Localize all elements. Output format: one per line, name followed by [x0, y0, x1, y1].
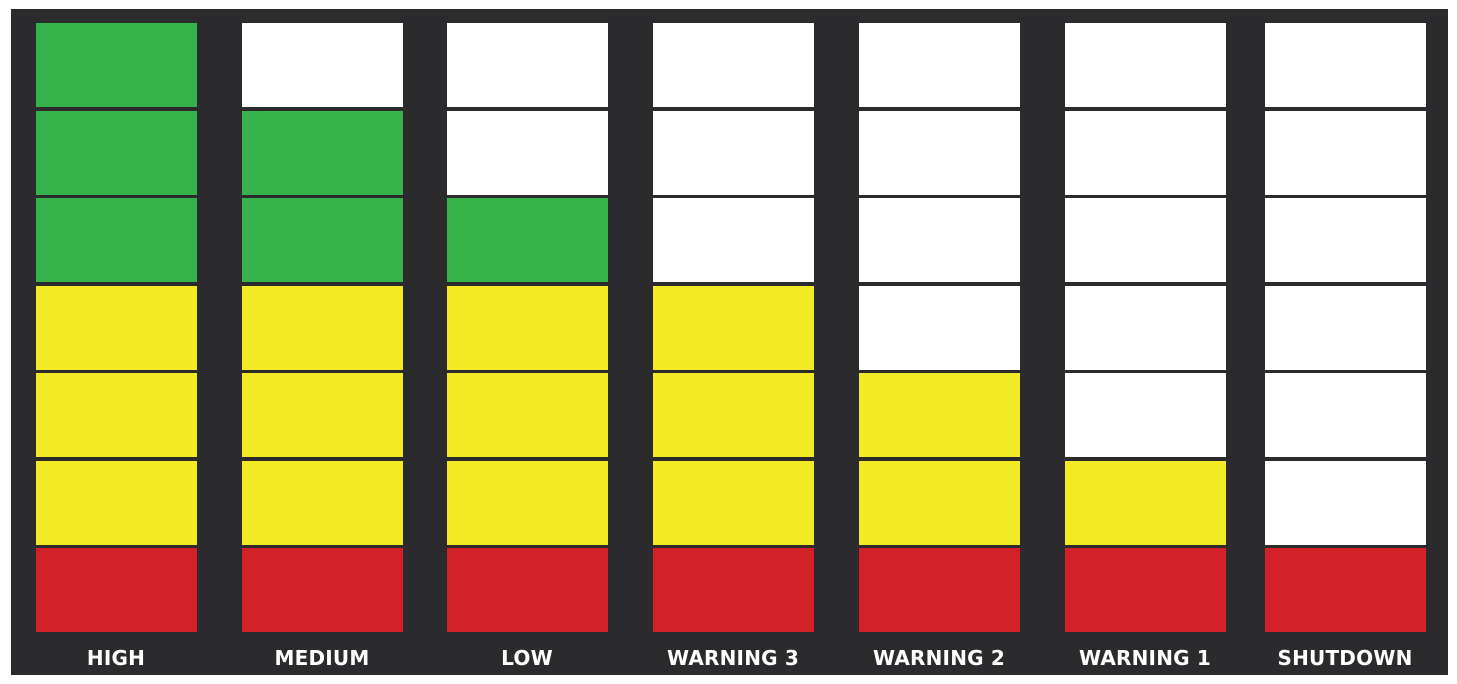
level-indicator-panel: HIGH MEDIUM LOW WARNING 3 WARNING 2 WARNING 1… — [11, 9, 1448, 675]
level-cell-yellow — [242, 460, 403, 545]
level-cell-empty — [1065, 198, 1226, 282]
level-cell-empty — [1065, 373, 1226, 457]
level-cell-green — [36, 23, 197, 107]
level-cell-red — [36, 548, 197, 632]
level-cell-empty — [653, 23, 814, 107]
level-cell-empty — [653, 198, 814, 282]
level-label: WARNING 3 — [666, 646, 800, 670]
level-cell-empty — [447, 110, 608, 195]
level-cell-empty — [1065, 110, 1226, 195]
level-cell-green — [242, 198, 403, 282]
level-cell-empty — [859, 23, 1020, 107]
level-cell-yellow — [859, 460, 1020, 545]
level-cell-red — [447, 548, 608, 632]
level-label: LOW — [501, 646, 553, 670]
level-cell-yellow — [36, 460, 197, 545]
level-cell-empty — [242, 23, 403, 107]
level-cell-empty — [859, 285, 1020, 370]
level-cell-empty — [447, 23, 608, 107]
level-cell-yellow — [36, 373, 197, 457]
level-cell-red — [859, 548, 1020, 632]
level-cell-empty — [859, 198, 1020, 282]
level-cell-yellow — [242, 373, 403, 457]
level-cell-yellow — [242, 285, 403, 370]
level-cell-yellow — [653, 373, 814, 457]
level-label: WARNING 1 — [1078, 646, 1212, 670]
level-cell-red — [242, 548, 403, 632]
level-cell-empty — [1265, 23, 1426, 107]
level-cell-empty — [859, 110, 1020, 195]
level-cell-green — [36, 198, 197, 282]
level-cell-empty — [1265, 460, 1426, 545]
level-cell-empty — [1265, 285, 1426, 370]
level-cell-yellow — [447, 373, 608, 457]
level-cell-empty — [1265, 373, 1426, 457]
level-cell-red — [1065, 548, 1226, 632]
level-cell-yellow — [653, 285, 814, 370]
level-cell-empty — [653, 110, 814, 195]
level-label: HIGH — [86, 646, 146, 670]
level-cell-yellow — [859, 373, 1020, 457]
level-cell-yellow — [447, 285, 608, 370]
level-cell-empty — [1065, 23, 1226, 107]
level-cell-empty — [1265, 198, 1426, 282]
level-cell-yellow — [653, 460, 814, 545]
level-cell-empty — [1265, 110, 1426, 195]
level-cell-red — [1265, 548, 1426, 632]
level-label: WARNING 2 — [872, 646, 1006, 670]
level-cell-green — [447, 198, 608, 282]
level-cell-red — [653, 548, 814, 632]
level-cell-green — [36, 110, 197, 195]
level-cell-yellow — [36, 285, 197, 370]
level-cell-empty — [1065, 285, 1226, 370]
level-cell-green — [242, 110, 403, 195]
level-label: MEDIUM — [274, 646, 370, 670]
level-cell-yellow — [447, 460, 608, 545]
level-label: SHUTDOWN — [1277, 646, 1413, 670]
level-cell-yellow — [1065, 460, 1226, 545]
